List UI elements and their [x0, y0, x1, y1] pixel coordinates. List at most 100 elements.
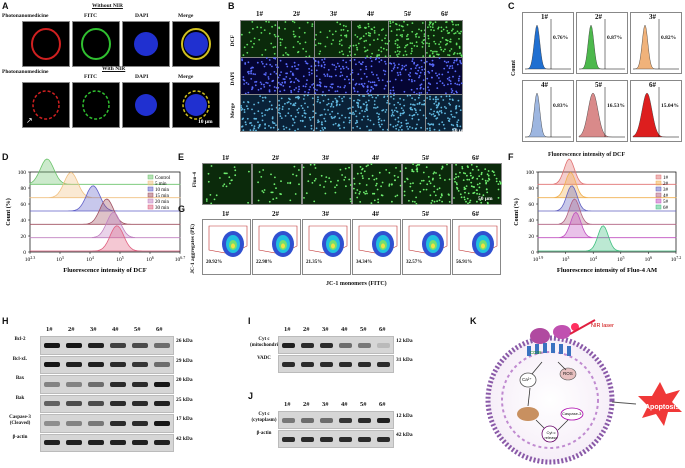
- k-cell-membrane: [485, 335, 615, 465]
- g-ylabel: JC-1 aggregates (PE): [190, 224, 196, 274]
- h-band-6-3: [88, 440, 104, 446]
- f-legend-3: 3#: [663, 188, 669, 193]
- j-row-label-2: β-actin: [256, 431, 272, 436]
- k-schematic: [485, 319, 682, 465]
- svg-text:↗: ↗: [26, 116, 33, 125]
- e-group-4: 4#: [372, 154, 379, 162]
- d-ytick-3: 60: [21, 202, 27, 208]
- h-band-1-3: [88, 342, 104, 348]
- h-band-2-5: [132, 362, 148, 368]
- k-ros-cloud: [559, 367, 577, 381]
- j-band-1-5: [358, 417, 371, 423]
- h-row-label-4: Bak: [15, 395, 25, 401]
- f-legend-4: 4#: [663, 194, 669, 199]
- i-band-2-3: [320, 361, 333, 367]
- c-hist-title-3: 3#: [649, 13, 656, 21]
- j-band-2-4: [339, 436, 352, 442]
- a-col-dapi: DAPI: [135, 13, 149, 19]
- b-cell-merge-4: [351, 94, 389, 132]
- j-group-4: 4#: [341, 401, 348, 408]
- d-xtick-5: 106.7: [175, 255, 186, 263]
- g-plot-2: 22.98%: [252, 219, 301, 275]
- f-xtick-0: 101.9: [533, 255, 544, 263]
- i-band-1-5: [358, 342, 371, 348]
- b-scale-bar: 50 μm: [452, 128, 467, 134]
- h-row-label-6: β-actin: [12, 434, 28, 440]
- h-band-3-5: [132, 381, 148, 387]
- j-band-1-2: [301, 417, 314, 423]
- k-ca-store: [519, 372, 537, 388]
- d-ytick-1: 20: [21, 234, 27, 240]
- c-hist-title-5: 5#: [595, 81, 602, 89]
- g-plot-1: 20.92%: [202, 219, 251, 275]
- e-row-fluo4: Fluo-4: [192, 172, 198, 188]
- d-series-2: [29, 171, 181, 199]
- d-legend-1: Control: [155, 176, 171, 181]
- f-legend-1: 1#: [663, 176, 669, 181]
- d-xtick-1: 103: [56, 255, 64, 263]
- k-cytc-label: Cyt c release: [544, 430, 558, 440]
- k-arrow-3: [527, 387, 531, 407]
- panel-label-a: A: [2, 1, 9, 11]
- b-row-dapi: DAPI: [230, 72, 236, 86]
- h-band-6-4: [110, 440, 126, 446]
- i-group-3: 3#: [322, 326, 329, 333]
- h-band-4-6: [154, 401, 170, 407]
- d-legend-2: 5 min: [155, 182, 167, 187]
- h-band-4-4: [110, 401, 126, 407]
- panel-label-k: K: [470, 316, 477, 326]
- b-cell-merge-1: [240, 94, 278, 132]
- h-kda-4: 25 kDa: [176, 396, 193, 403]
- e-group-2: 2#: [272, 154, 279, 162]
- d-series-1: [29, 158, 181, 185]
- k-arrow-5: [557, 419, 569, 431]
- c-hist-6: 6# 15.04%: [630, 80, 682, 142]
- e-cell-5: [402, 163, 452, 205]
- j-band-1-4: [339, 417, 352, 423]
- j-group-5: 5#: [360, 401, 367, 408]
- b-group-2: 2#: [293, 10, 300, 18]
- c-hist-title-6: 6#: [649, 81, 656, 89]
- b-group-5: 5#: [404, 10, 411, 18]
- h-band-4-3: [88, 401, 104, 407]
- c-hist-pct-2: 0.87%: [607, 35, 623, 41]
- h-group-1: 1#: [46, 326, 53, 333]
- i-band-1-2: [301, 342, 314, 348]
- c-hist-curve-2: [579, 24, 625, 70]
- h-group-5: 5#: [134, 326, 141, 333]
- k-caspase-blob: [560, 407, 584, 421]
- a-col-merge-2: Merge: [178, 74, 194, 80]
- h-kda-6: 42 kDa: [176, 435, 193, 442]
- h-kda-2: 29 kDa: [176, 357, 193, 364]
- g-plot-5: 32.57%: [402, 219, 451, 275]
- j-kda-1: 12 kDa: [396, 413, 413, 419]
- h-band-6-2: [66, 440, 82, 446]
- j-band-2-6: [377, 436, 390, 442]
- g-pct-1: 20.92%: [206, 260, 223, 265]
- g-group-4: 4#: [372, 210, 379, 218]
- f-series-5: [537, 211, 677, 239]
- b-cell-merge-3: [314, 94, 352, 132]
- e-group-5: 5#: [422, 154, 429, 162]
- j-band-2-2: [301, 436, 314, 442]
- h-row-label-1: Bcl-2: [14, 337, 26, 342]
- i-group-2: 2#: [303, 326, 310, 333]
- j-group-1: 1#: [284, 401, 291, 408]
- c-hist-pct-4: 0.83%: [553, 103, 569, 109]
- k-arrow-apoptosis: [611, 401, 637, 405]
- a-col-photonanomedicine: Photonanomedicine: [2, 13, 49, 19]
- h-band-4-2: [66, 401, 82, 407]
- d-series-3: [30, 185, 180, 212]
- panel-label-c: C: [508, 1, 515, 11]
- h-band-6-1: [44, 440, 60, 446]
- panel-label-e: E: [178, 152, 185, 162]
- h-band-1-6: [154, 342, 170, 348]
- h-band-5-1: [44, 420, 60, 426]
- g-plot-6: 56.91%: [452, 219, 501, 275]
- j-strip-1: [278, 411, 394, 429]
- k-ros-label: ROS: [563, 371, 573, 376]
- i-band-1-1: [282, 342, 295, 348]
- e-cell-4: [352, 163, 402, 205]
- h-band-1-1: [44, 342, 60, 348]
- c-hist-5: 5# 16.53%: [576, 80, 628, 142]
